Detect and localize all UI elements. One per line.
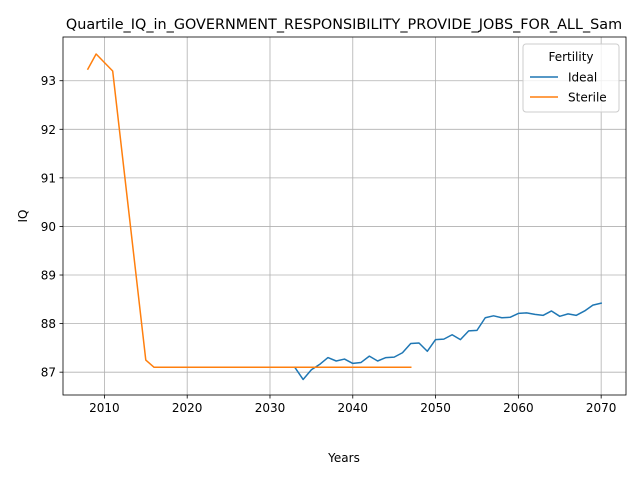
y-tick-label: 90 bbox=[41, 220, 56, 234]
x-tick-label: 2030 bbox=[255, 401, 286, 415]
x-tick-label: 2020 bbox=[172, 401, 203, 415]
x-axis-ticks: 2010 2020 2030 2040 2050 2060 2070 bbox=[89, 395, 616, 415]
y-axis-ticks: 87 88 89 90 91 92 93 bbox=[41, 74, 63, 380]
x-tick-label: 2010 bbox=[89, 401, 120, 415]
y-tick-label: 87 bbox=[41, 366, 56, 380]
legend-label-ideal: Ideal bbox=[568, 71, 597, 85]
grid-lines bbox=[63, 37, 626, 395]
x-axis-label: Years bbox=[327, 451, 360, 465]
legend-entries: Ideal Sterile bbox=[530, 71, 607, 105]
y-axis-label: IQ bbox=[16, 210, 30, 223]
series-line-sterile bbox=[86, 53, 412, 369]
series-line-ideal bbox=[293, 302, 603, 381]
y-tick-label: 93 bbox=[41, 74, 56, 88]
x-tick-label: 2050 bbox=[420, 401, 451, 415]
y-tick-label: 91 bbox=[41, 171, 56, 185]
y-tick-label: 88 bbox=[41, 317, 56, 331]
plot-frame bbox=[62, 36, 627, 396]
legend-label-sterile: Sterile bbox=[568, 91, 607, 105]
x-tick-label: 2070 bbox=[586, 401, 617, 415]
legend-box bbox=[522, 43, 620, 113]
x-tick-label: 2040 bbox=[338, 401, 369, 415]
legend-title: Fertility bbox=[548, 50, 593, 64]
y-tick-label: 89 bbox=[41, 269, 56, 283]
y-tick-label: 92 bbox=[41, 123, 56, 137]
series-lines bbox=[86, 53, 603, 381]
x-tick-label: 2060 bbox=[503, 401, 534, 415]
chart-title: Quartile_IQ_in_GOVERNMENT_RESPONSIBILITY… bbox=[66, 17, 622, 33]
legend: Fertility Ideal Sterile bbox=[522, 43, 620, 113]
